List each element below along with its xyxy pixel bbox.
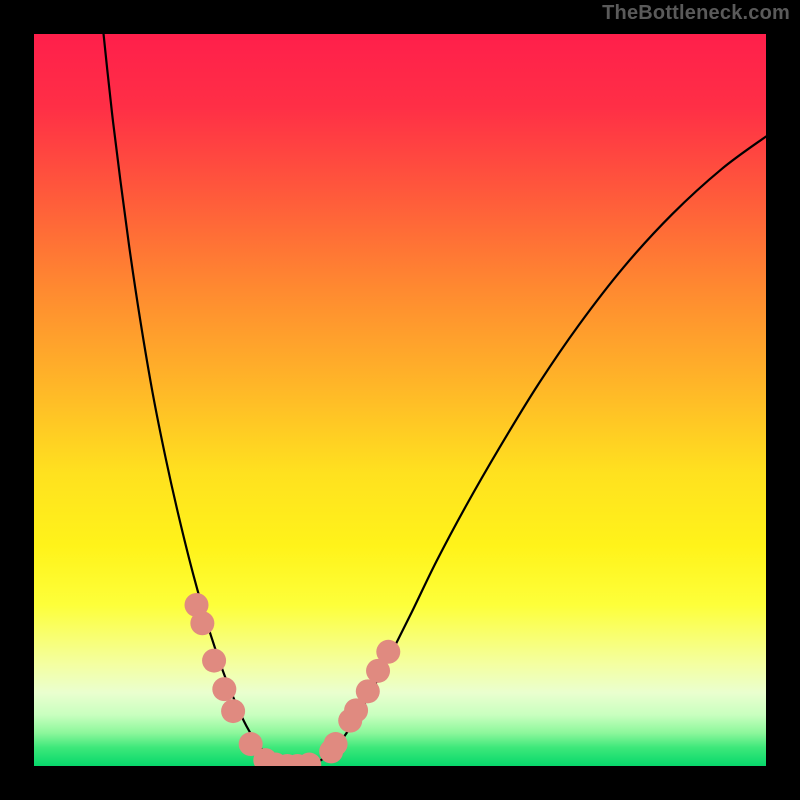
data-marker <box>221 699 245 723</box>
chart-frame: TheBottleneck.com <box>0 0 800 800</box>
watermark-text: TheBottleneck.com <box>602 2 790 25</box>
data-marker <box>212 677 236 701</box>
plot-area <box>34 34 766 766</box>
data-marker <box>190 611 214 635</box>
chart-svg <box>0 0 800 800</box>
data-marker <box>356 679 380 703</box>
data-marker <box>376 640 400 664</box>
data-marker <box>324 732 348 756</box>
data-marker <box>202 649 226 673</box>
